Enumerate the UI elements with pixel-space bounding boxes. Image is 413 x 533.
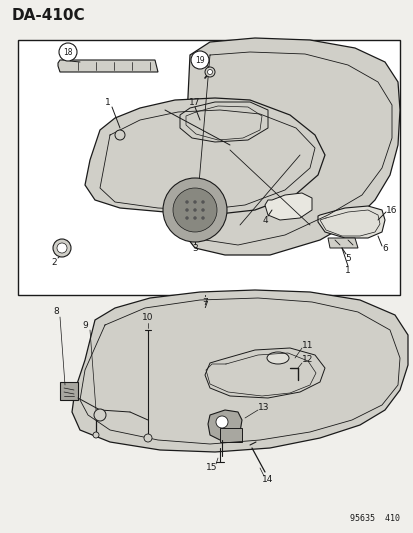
Text: 1: 1 — [344, 265, 350, 274]
Polygon shape — [264, 193, 311, 220]
Circle shape — [193, 216, 196, 220]
Circle shape — [115, 130, 125, 140]
Circle shape — [173, 188, 216, 232]
Circle shape — [201, 216, 204, 220]
Circle shape — [193, 208, 196, 212]
Polygon shape — [204, 348, 324, 398]
Circle shape — [204, 67, 214, 77]
Circle shape — [93, 432, 99, 438]
Circle shape — [163, 178, 226, 242]
Text: 18: 18 — [63, 47, 73, 56]
Polygon shape — [327, 238, 357, 248]
Text: 11: 11 — [301, 341, 313, 350]
Polygon shape — [183, 38, 399, 255]
Polygon shape — [180, 102, 267, 142]
FancyBboxPatch shape — [219, 428, 242, 442]
Text: 95635  410: 95635 410 — [349, 514, 399, 523]
FancyBboxPatch shape — [18, 40, 399, 295]
Text: 4: 4 — [261, 215, 267, 224]
Text: 17: 17 — [189, 98, 200, 107]
Text: 15: 15 — [206, 464, 217, 472]
Circle shape — [185, 216, 188, 220]
Text: 3: 3 — [192, 244, 197, 253]
Polygon shape — [85, 98, 324, 215]
Text: 13: 13 — [258, 403, 269, 413]
Text: 2: 2 — [51, 257, 57, 266]
Text: 14: 14 — [262, 475, 273, 484]
Text: 19: 19 — [195, 55, 204, 64]
Text: 7: 7 — [202, 297, 207, 306]
Text: 6: 6 — [381, 244, 387, 253]
Polygon shape — [207, 410, 242, 440]
Text: 7: 7 — [202, 301, 207, 310]
Ellipse shape — [266, 352, 288, 364]
Circle shape — [190, 51, 209, 69]
Text: 1: 1 — [105, 98, 111, 107]
FancyBboxPatch shape — [60, 382, 78, 400]
Circle shape — [57, 243, 67, 253]
Circle shape — [185, 200, 188, 204]
Text: 16: 16 — [385, 206, 397, 214]
Circle shape — [216, 416, 228, 428]
Circle shape — [94, 409, 106, 421]
Circle shape — [201, 208, 204, 212]
Text: DA-410C: DA-410C — [12, 8, 85, 23]
Text: 12: 12 — [301, 356, 313, 365]
Circle shape — [144, 434, 152, 442]
Text: 9: 9 — [82, 320, 88, 329]
Polygon shape — [317, 206, 384, 238]
Text: 10: 10 — [142, 313, 153, 322]
Circle shape — [201, 200, 204, 204]
Circle shape — [193, 200, 196, 204]
Polygon shape — [58, 60, 158, 72]
Polygon shape — [72, 290, 407, 452]
Text: 5: 5 — [344, 254, 350, 262]
Text: 8: 8 — [53, 308, 59, 317]
Circle shape — [185, 208, 188, 212]
Circle shape — [59, 43, 77, 61]
Circle shape — [207, 69, 212, 75]
Circle shape — [53, 239, 71, 257]
